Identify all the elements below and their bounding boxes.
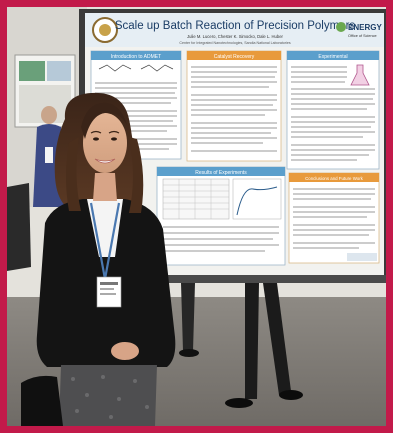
poster-authors: Julie M. Lucero, Chester K. Simocko, Dal…	[187, 34, 283, 39]
person	[36, 92, 176, 426]
center-text-lines	[191, 66, 277, 152]
logo-text: ENERGY	[348, 23, 382, 32]
section-experimental-header: Experimental	[318, 54, 347, 60]
logo-subtext: Office of Science	[348, 34, 377, 38]
section-results-header: Results of Experiments	[195, 170, 247, 176]
results-table	[162, 178, 230, 220]
section-center-header: Catalyst Recovery	[214, 54, 255, 60]
results-plot	[232, 178, 282, 220]
poster-title: Scale up Batch Reaction of Precision Pol…	[115, 20, 356, 32]
section-conclusions-header: Conclusions and Future Work	[305, 176, 364, 181]
results-text-lines	[163, 226, 279, 252]
poster-affiliation: Center for Integrated Nanotechnologies, …	[179, 41, 290, 45]
photo: Scale up Batch Reaction of Precision Pol…	[7, 7, 386, 426]
conclusions-text-lines	[293, 188, 375, 249]
flask-icon	[350, 64, 370, 86]
photo-scene: Scale up Batch Reaction of Precision Pol…	[7, 7, 386, 426]
doe-logo: ENERGY Office of Science	[336, 22, 382, 38]
experimental-text-lines	[291, 66, 375, 161]
section-intro-header: Introduction to ADMET	[111, 54, 161, 60]
